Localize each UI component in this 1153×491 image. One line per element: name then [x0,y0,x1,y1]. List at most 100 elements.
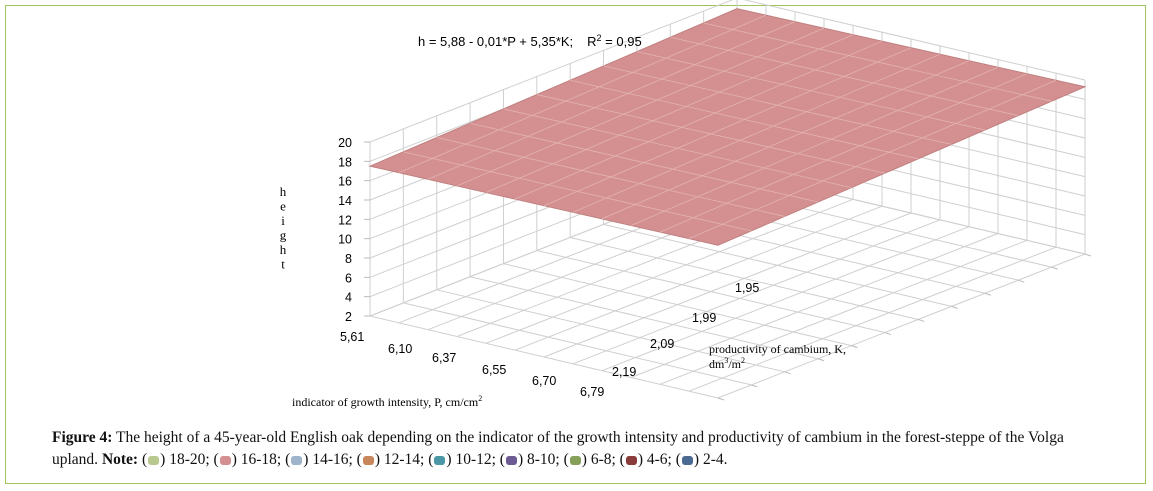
z-tick-label: 2 [345,310,352,324]
z-tick-label: 16 [338,175,352,189]
legend-label: 2-4. [702,451,728,468]
caption-text: The height of a 45-year-old English oak … [52,429,1064,468]
x-tick-label: 6,70 [532,374,556,388]
color-legend: () 18-20; () 16-18; () 14-16; () 12-14; … [142,451,728,468]
y-tick-label: 1,99 [692,311,716,325]
z-tick-label: 8 [345,252,352,266]
y-tick-mark [784,371,791,375]
surface-mesh-line [603,65,952,145]
surface-chart: 2 4 6 8 10 12 14 16 18 20 5,61 6,10 6,37 6,55 6,70 6,79… [280,0,1092,409]
floor-gridline [630,233,999,378]
floor-gridline [469,276,819,360]
floor-gridline [436,289,785,373]
y-tick-mark [717,397,725,401]
y-tick-mark [884,332,891,336]
y-tick-label: 2,09 [650,337,674,351]
surface-mesh-line [636,51,985,131]
x-tick-label: 6,79 [580,385,604,399]
legend-label: 6-8; [590,451,616,468]
z-tick-label: 10 [338,233,352,247]
z-tick-label: 18 [338,155,352,169]
y-tick-mark [751,384,758,388]
legend-swatch [434,456,446,465]
legend-item: () 6-8; [563,451,616,468]
note-label: Note: [101,451,139,468]
legend-label: 12-14; [383,451,425,468]
floor-gridline [536,250,885,334]
legend-label: 8-10; [527,451,560,468]
y-tick-mark [1051,266,1058,270]
y-axis-label-line1: productivity of cambium, K, [709,342,846,356]
r2-label: R [587,34,596,49]
figure-frame [5,5,1146,484]
chart-title: h = 5,88 - 0,01*P + 5,35*K; R2 = 0,95 [418,33,642,49]
floor-gridline [543,212,912,358]
y-tick-label: 1,95 [735,281,759,295]
floor-gridline [603,223,952,307]
legend-item: () 10-12; [428,451,496,468]
x-tick-label: 6,55 [482,363,506,377]
legend-swatch [291,456,303,465]
chart-equation: h = 5,88 - 0,01*P + 5,35*K; [418,34,573,49]
legend-item: () 8-10; [499,451,560,468]
chart-ticks: 2 4 6 8 10 12 14 16 18 20 5,61 6,10 6,37 6,55 6,70 6,79… [338,136,1092,401]
figure-caption: Figure 4: The height of a 45-year-old En… [52,427,1112,471]
legend-item: () 12-14; [356,451,425,468]
z-label-letter: i [281,213,285,228]
caption-label: Figure 4: [52,429,113,446]
y-tick-label: 2,19 [612,365,636,379]
x-tick-label: 6,37 [432,351,456,365]
floor-gridline [503,263,852,347]
surface-mesh-line [601,60,970,220]
z-label-letter: h [280,242,287,257]
floor-gridline [601,226,970,372]
y-tick-mark [1018,279,1025,283]
floor-gridline [659,239,1028,385]
y-tick-mark [1084,253,1092,257]
legend-label: 18-20; [169,451,210,468]
legend-swatch [681,456,693,465]
legend-item: () 18-20; [141,451,210,468]
surface-mesh-line [456,27,825,187]
surface-mesh-line [485,34,854,193]
z-label-letter: g [280,228,287,243]
floor-gridline [403,302,752,386]
legend-label: 4-6; [646,451,672,468]
z-axis-label: height [280,184,287,272]
x-tick-label: 6,10 [388,342,412,356]
legend-item: () 16-18; [213,451,282,468]
chart-surface [368,8,1087,246]
floor-gridline [485,198,854,344]
surface-mesh-line [703,22,1052,102]
floor-gridline [688,246,1057,392]
y-tick-mark [918,318,925,322]
legend-swatch [625,456,637,465]
legend-label: 10-12; [455,451,496,468]
surface-mesh-line [670,36,1019,116]
surface-mesh-line [427,21,796,180]
surface-mesh-line [688,79,1057,240]
surface-mesh-line [572,53,941,213]
legend-swatch [569,456,581,465]
surface-mesh-line [403,151,752,232]
z-tick-label: 20 [338,136,352,150]
surface-mesh-line [514,40,883,200]
surface-mesh-line [659,73,1028,233]
y-tick-mark [851,345,858,349]
y-tick-mark [951,305,958,309]
legend-item: () 4-6; [619,451,672,468]
surface-mesh-line [536,94,885,174]
legend-item: () 14-16; [285,451,353,468]
z-tick-label: 4 [345,291,352,305]
legend-label: 16-18; [240,451,282,468]
y-tick-mark [817,358,825,362]
floor-gridline [572,219,941,365]
legend-swatch [362,456,374,465]
x-tick-label: 5,61 [340,330,364,344]
surface-mesh-line [503,108,852,189]
surface-mesh-line [543,47,912,207]
surface-mesh-line [470,122,819,203]
left-wall-gridline [369,0,734,143]
y-axis-label-line2: dm3/m2 [709,356,745,371]
legend-label: 14-16; [312,451,353,468]
